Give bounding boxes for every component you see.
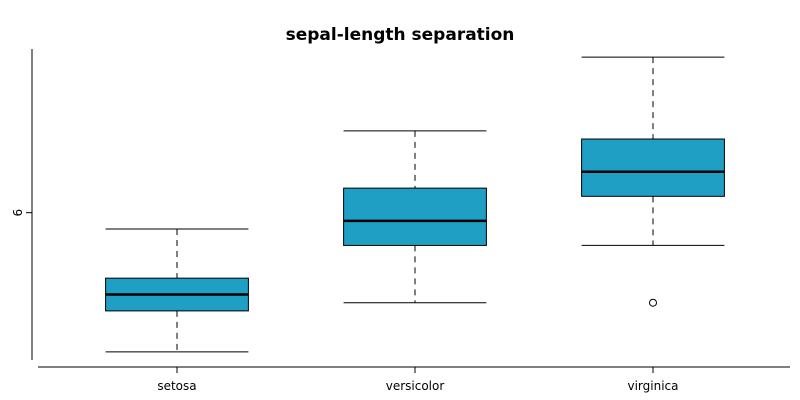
box-versicolor [343, 130, 487, 304]
iqr-box [343, 187, 487, 246]
x-ticks: setosa versicolor virginica [157, 367, 679, 393]
boxes [105, 56, 725, 353]
outlier-point [649, 298, 657, 307]
box-setosa [105, 228, 249, 353]
x-tick-label-setosa: setosa [157, 379, 196, 393]
y-ticks: 6 [11, 209, 32, 217]
box-virginica [581, 56, 725, 307]
x-tick-label-versicolor: versicolor [386, 379, 445, 393]
x-tick-label-virginica: virginica [628, 379, 679, 393]
chart-title: sepal-length separation [286, 25, 515, 45]
y-tick-label: 6 [11, 209, 25, 217]
iqr-box [581, 138, 725, 197]
